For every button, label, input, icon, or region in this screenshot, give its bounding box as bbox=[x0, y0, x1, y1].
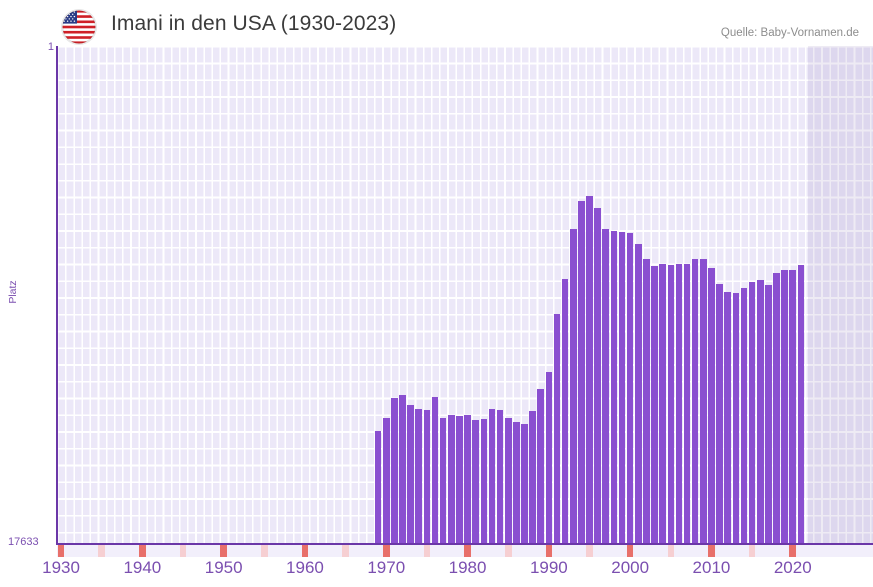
bar-2002 bbox=[643, 259, 650, 543]
bar-2007 bbox=[683, 264, 691, 543]
x-tick-1940 bbox=[139, 545, 146, 557]
bar-2017 bbox=[765, 285, 772, 543]
x-tick-1975 bbox=[423, 545, 431, 557]
x-tick-1950 bbox=[220, 545, 227, 557]
bar-1996 bbox=[594, 208, 601, 543]
bar-2004 bbox=[659, 264, 666, 543]
x-axis-line bbox=[56, 543, 873, 545]
bar-1992 bbox=[561, 279, 569, 543]
bar-1972 bbox=[399, 395, 406, 543]
bar-1982 bbox=[480, 419, 488, 543]
x-tick-1985 bbox=[504, 545, 512, 557]
bar-1980 bbox=[464, 415, 471, 543]
us-flag-circle-icon bbox=[62, 10, 96, 44]
bar-1975 bbox=[423, 410, 431, 543]
bar-2001 bbox=[634, 244, 642, 543]
bar-1989 bbox=[537, 389, 545, 543]
x-tick-label-2020: 2020 bbox=[773, 558, 812, 577]
x-axis-tick-labels: 1930 1940 1950 1960 1970 1980 1990 2000 2010 2020 bbox=[0, 558, 873, 586]
bar-1976 bbox=[431, 397, 439, 543]
y-axis-bottom-label: 17633 bbox=[8, 536, 39, 548]
x-tick-1945 bbox=[179, 545, 187, 557]
bar-2015 bbox=[748, 282, 756, 543]
bar-2014 bbox=[740, 288, 748, 543]
x-tick-1995 bbox=[586, 545, 593, 557]
bar-2016 bbox=[756, 280, 764, 543]
bar-1984 bbox=[496, 410, 504, 543]
x-tick-label-1980: 1980 bbox=[448, 558, 487, 577]
bar-2010 bbox=[708, 268, 715, 543]
bar-1973 bbox=[407, 405, 414, 543]
x-tick-2000 bbox=[626, 545, 634, 557]
bar-1990 bbox=[545, 372, 553, 543]
bar-1974 bbox=[415, 409, 423, 543]
bar-2005 bbox=[667, 265, 675, 543]
bar-1971 bbox=[391, 398, 398, 543]
x-tick-1970 bbox=[382, 545, 390, 557]
bar-1998 bbox=[610, 231, 618, 543]
y-axis-top-label: 1 bbox=[47, 41, 54, 53]
bar-2018 bbox=[773, 273, 780, 543]
x-tick-1960 bbox=[301, 545, 309, 557]
x-tick-1955 bbox=[261, 545, 268, 557]
x-tick-label-1940: 1940 bbox=[123, 558, 162, 577]
chart-header: Imani in den USA (1930-2023) Quelle: Bab… bbox=[0, 0, 873, 44]
x-tick-label-1960: 1960 bbox=[286, 558, 324, 577]
bar-2008 bbox=[691, 259, 699, 543]
bar-2019 bbox=[781, 270, 788, 543]
bar-1991 bbox=[553, 314, 561, 543]
bar-1997 bbox=[602, 229, 610, 543]
bar-1983 bbox=[488, 409, 496, 543]
x-tick-label-1950: 1950 bbox=[204, 558, 243, 577]
x-tick-1990 bbox=[545, 545, 553, 557]
bar-1978 bbox=[448, 415, 455, 543]
bar-2000 bbox=[626, 233, 634, 543]
bar-1979 bbox=[456, 416, 463, 543]
x-tick-2020 bbox=[789, 545, 797, 557]
x-tick-2005 bbox=[667, 545, 675, 557]
y-axis-line bbox=[56, 46, 58, 544]
x-tick-2015 bbox=[748, 545, 756, 557]
bar-2006 bbox=[675, 264, 683, 543]
x-tick-1930 bbox=[57, 545, 65, 557]
bar-2011 bbox=[716, 284, 723, 543]
chart-plot-area bbox=[57, 46, 873, 543]
bar-1987 bbox=[521, 424, 528, 543]
bar-2003 bbox=[651, 266, 658, 543]
bar-1985 bbox=[504, 418, 512, 543]
y-axis-title: Platz bbox=[7, 280, 19, 304]
bar-1999 bbox=[618, 232, 626, 543]
x-tick-label-1930: 1930 bbox=[42, 558, 80, 577]
bar-1970 bbox=[382, 418, 390, 543]
bar-1988 bbox=[529, 411, 536, 543]
x-tick-1965 bbox=[342, 545, 349, 557]
bar-1986 bbox=[513, 422, 520, 543]
bar-1969 bbox=[374, 431, 382, 543]
x-tick-1935 bbox=[98, 545, 105, 557]
bar-1977 bbox=[439, 418, 447, 543]
x-tick-label-1970: 1970 bbox=[367, 558, 406, 577]
page-title: Imani in den USA (1930-2023) bbox=[111, 12, 397, 35]
x-tick-label-2010: 2010 bbox=[692, 558, 731, 577]
bar-2021 bbox=[797, 265, 805, 543]
bar-2020 bbox=[789, 270, 797, 543]
bar-2013 bbox=[732, 293, 740, 543]
bar-2012 bbox=[724, 292, 732, 543]
x-tick-label-2000: 2000 bbox=[611, 558, 650, 577]
bar-series bbox=[57, 46, 873, 543]
x-tick-2010 bbox=[708, 545, 715, 557]
bar-2009 bbox=[700, 259, 707, 543]
bar-1981 bbox=[472, 420, 479, 543]
bar-1995 bbox=[586, 196, 593, 543]
x-tick-1980 bbox=[464, 545, 471, 557]
x-tick-label-1990: 1990 bbox=[529, 558, 568, 577]
bar-1994 bbox=[578, 201, 585, 543]
bar-1993 bbox=[569, 229, 577, 543]
source-attribution: Quelle: Baby-Vornamen.de bbox=[720, 27, 859, 39]
x-axis-tick-strip bbox=[57, 545, 873, 557]
